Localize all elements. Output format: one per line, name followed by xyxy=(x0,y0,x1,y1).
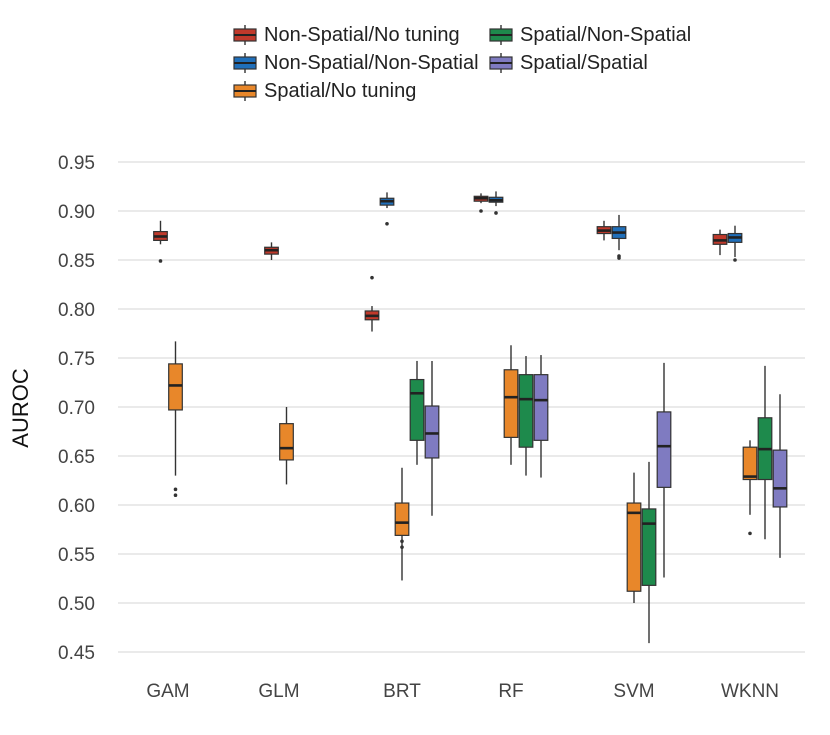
legend-label: Spatial/Spatial xyxy=(520,51,648,74)
box-iqr xyxy=(394,502,410,536)
box-glm-2 xyxy=(279,407,294,485)
legend: Non-Spatial/No tuning Non-Spatial/Non-Sp… xyxy=(230,22,710,112)
y-tick-label: 0.75 xyxy=(58,349,95,370)
outlier-point xyxy=(370,275,374,280)
x-tick-label: RF xyxy=(498,681,523,702)
box-brt-1 xyxy=(379,192,395,226)
outlier-point xyxy=(173,493,178,498)
box-wknn-2 xyxy=(742,440,758,536)
box-iqr xyxy=(424,405,440,459)
x-tick-label: GAM xyxy=(146,681,189,702)
box-iqr xyxy=(772,449,788,508)
box-gam-0 xyxy=(153,220,168,263)
y-tick-label: 0.45 xyxy=(58,643,95,664)
legend-label: Non-Spatial/Non-Spatial xyxy=(264,51,479,74)
box-iqr xyxy=(742,446,758,481)
y-tick-label: 0.95 xyxy=(58,153,95,174)
box-brt-0 xyxy=(364,275,380,332)
box-iqr xyxy=(626,502,642,592)
x-tick-label: SVM xyxy=(613,681,654,702)
box-svm-1 xyxy=(611,214,627,260)
y-axis-title: AUROC xyxy=(8,368,33,448)
box-gam-2 xyxy=(168,341,183,498)
y-tick-label: 0.85 xyxy=(58,251,95,272)
outlier-point xyxy=(748,531,752,536)
legend-label: Non-Spatial/No tuning xyxy=(264,23,460,46)
legend-key-spatial-non-spatial xyxy=(489,25,513,45)
box-rf-1 xyxy=(488,191,504,215)
box-brt-3 xyxy=(409,360,425,465)
box-iqr xyxy=(641,508,657,586)
box-iqr xyxy=(409,378,425,441)
box-iqr xyxy=(503,369,519,438)
x-tick-label: BRT xyxy=(383,681,421,702)
legend-label: Spatial/No tuning xyxy=(264,79,417,102)
box-iqr xyxy=(656,411,672,488)
outlier-point xyxy=(733,258,737,262)
y-tick-label: 0.50 xyxy=(58,594,95,615)
box-iqr xyxy=(533,374,549,441)
y-tick-label: 0.65 xyxy=(58,447,95,468)
x-axis-ticks: GAM GLM BRT RF SVM WKNN xyxy=(146,681,779,702)
outlier-point xyxy=(494,211,498,215)
outlier-point xyxy=(158,259,163,263)
box-rf-4 xyxy=(533,355,549,478)
y-tick-label: 0.55 xyxy=(58,545,95,566)
y-tick-label: 0.90 xyxy=(58,202,95,223)
box-svm-0 xyxy=(596,220,612,241)
box-iqr xyxy=(518,374,534,448)
box-wknn-1 xyxy=(727,225,743,262)
outlier-point xyxy=(173,487,178,492)
x-tick-label: WKNN xyxy=(721,681,779,702)
box-iqr xyxy=(279,423,294,461)
outlier-point xyxy=(617,256,621,260)
box-wknn-3 xyxy=(757,365,773,540)
box-wknn-4 xyxy=(772,394,788,558)
outlier-point xyxy=(400,545,404,549)
legend-item-spatial-non-spatial: Spatial/Non-Spatial xyxy=(486,22,691,48)
legend-key-spatial-no-tuning xyxy=(233,81,257,101)
legend-item-spatial-no-tuning: Spatial/No tuning xyxy=(230,78,416,104)
outlier-point xyxy=(385,221,389,226)
boxes xyxy=(153,191,788,644)
y-axis-ticks: 0.45 0.50 0.55 0.60 0.65 0.70 0.75 0.80 0.85 0.90… xyxy=(58,153,95,664)
legend-item-non-spatial-no-tuning: Non-Spatial/No tuning xyxy=(230,22,460,48)
box-svm-2 xyxy=(626,472,642,603)
box-brt-4 xyxy=(424,360,440,516)
y-tick-label: 0.80 xyxy=(58,300,95,321)
box-rf-2 xyxy=(503,345,519,465)
legend-label: Spatial/Non-Spatial xyxy=(520,23,692,46)
box-glm-0 xyxy=(264,242,279,260)
box-rf-0 xyxy=(473,193,489,213)
outlier-point xyxy=(479,209,483,213)
legend-item-spatial-spatial: Spatial/Spatial xyxy=(486,50,648,76)
box-svm-4 xyxy=(656,362,672,578)
legend-key-non-spatial-non-spatial xyxy=(233,53,257,73)
legend-key-non-spatial-no-tuning xyxy=(233,25,257,45)
legend-key-spatial-spatial xyxy=(489,53,513,73)
box-svm-3 xyxy=(641,461,657,644)
box-iqr xyxy=(168,363,183,411)
box-brt-2 xyxy=(394,467,410,581)
y-tick-label: 0.60 xyxy=(58,496,95,517)
outlier-point xyxy=(400,539,404,544)
legend-item-non-spatial-non-spatial: Non-Spatial/Non-Spatial xyxy=(230,50,479,76)
box-wknn-0 xyxy=(712,229,728,256)
box-rf-3 xyxy=(518,356,534,476)
y-tick-label: 0.70 xyxy=(58,398,95,419)
gridlines xyxy=(118,161,805,653)
x-tick-label: GLM xyxy=(258,681,299,702)
